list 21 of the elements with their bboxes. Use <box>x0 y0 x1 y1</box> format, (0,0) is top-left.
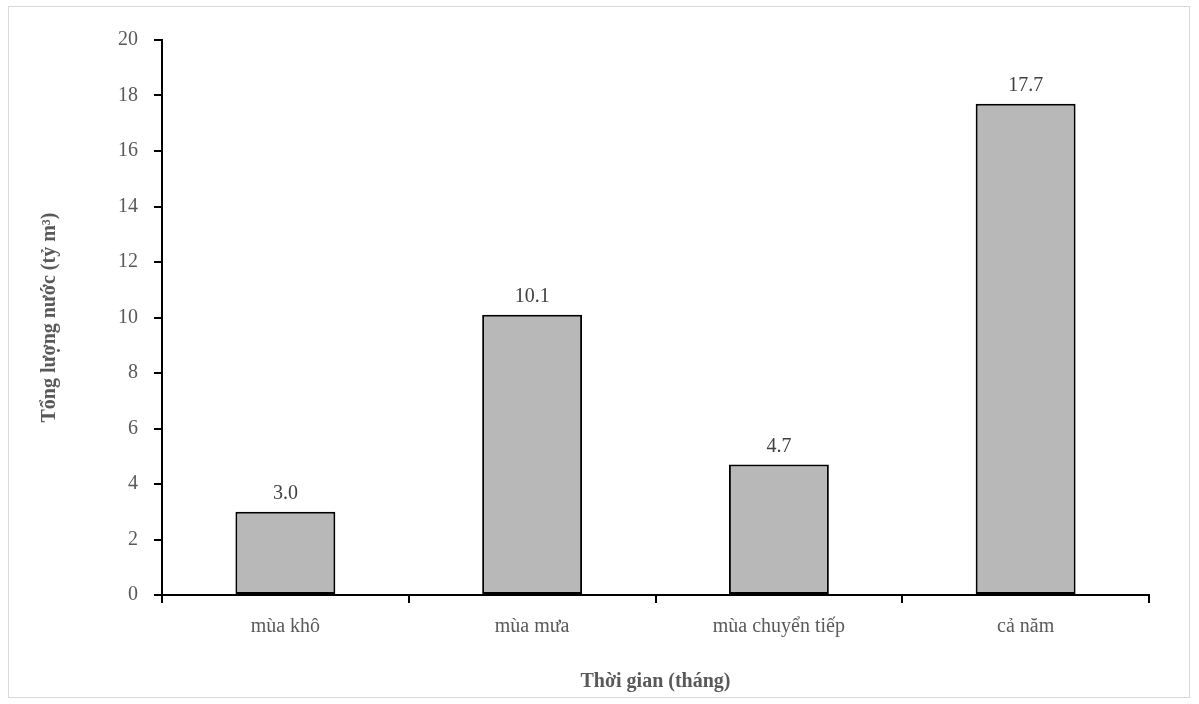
y-tick-label: 6 <box>128 415 138 438</box>
y-tick-label: 16 <box>118 138 138 161</box>
data-label: 3.0 <box>272 481 298 503</box>
y-tick-label: 20 <box>118 27 138 50</box>
y-tick-label: 12 <box>118 249 138 272</box>
y-tick-label: 2 <box>128 526 138 549</box>
y-tick-label: 18 <box>118 82 138 105</box>
x-tick-label: mùa mưa <box>494 614 570 637</box>
y-tick-label: 10 <box>118 304 138 327</box>
y-tick-label: 8 <box>128 360 138 383</box>
data-label: 4.7 <box>766 433 792 456</box>
y-axis-title: Tổng lượng nước (tỷ m³) <box>37 212 61 423</box>
x-tick-label: mùa chuyển tiếp <box>712 614 845 638</box>
y-tick-label: 14 <box>118 193 138 216</box>
y-tick-label: 0 <box>128 582 138 605</box>
data-label: 10.1 <box>514 283 550 306</box>
data-label: 17.7 <box>1008 73 1044 96</box>
x-tick-label: mùa khô <box>250 614 321 637</box>
x-tick-label: cả năm <box>997 614 1055 637</box>
y-tick-label: 4 <box>128 471 138 494</box>
x-axis-title: Thời gian (tháng) <box>580 669 731 693</box>
